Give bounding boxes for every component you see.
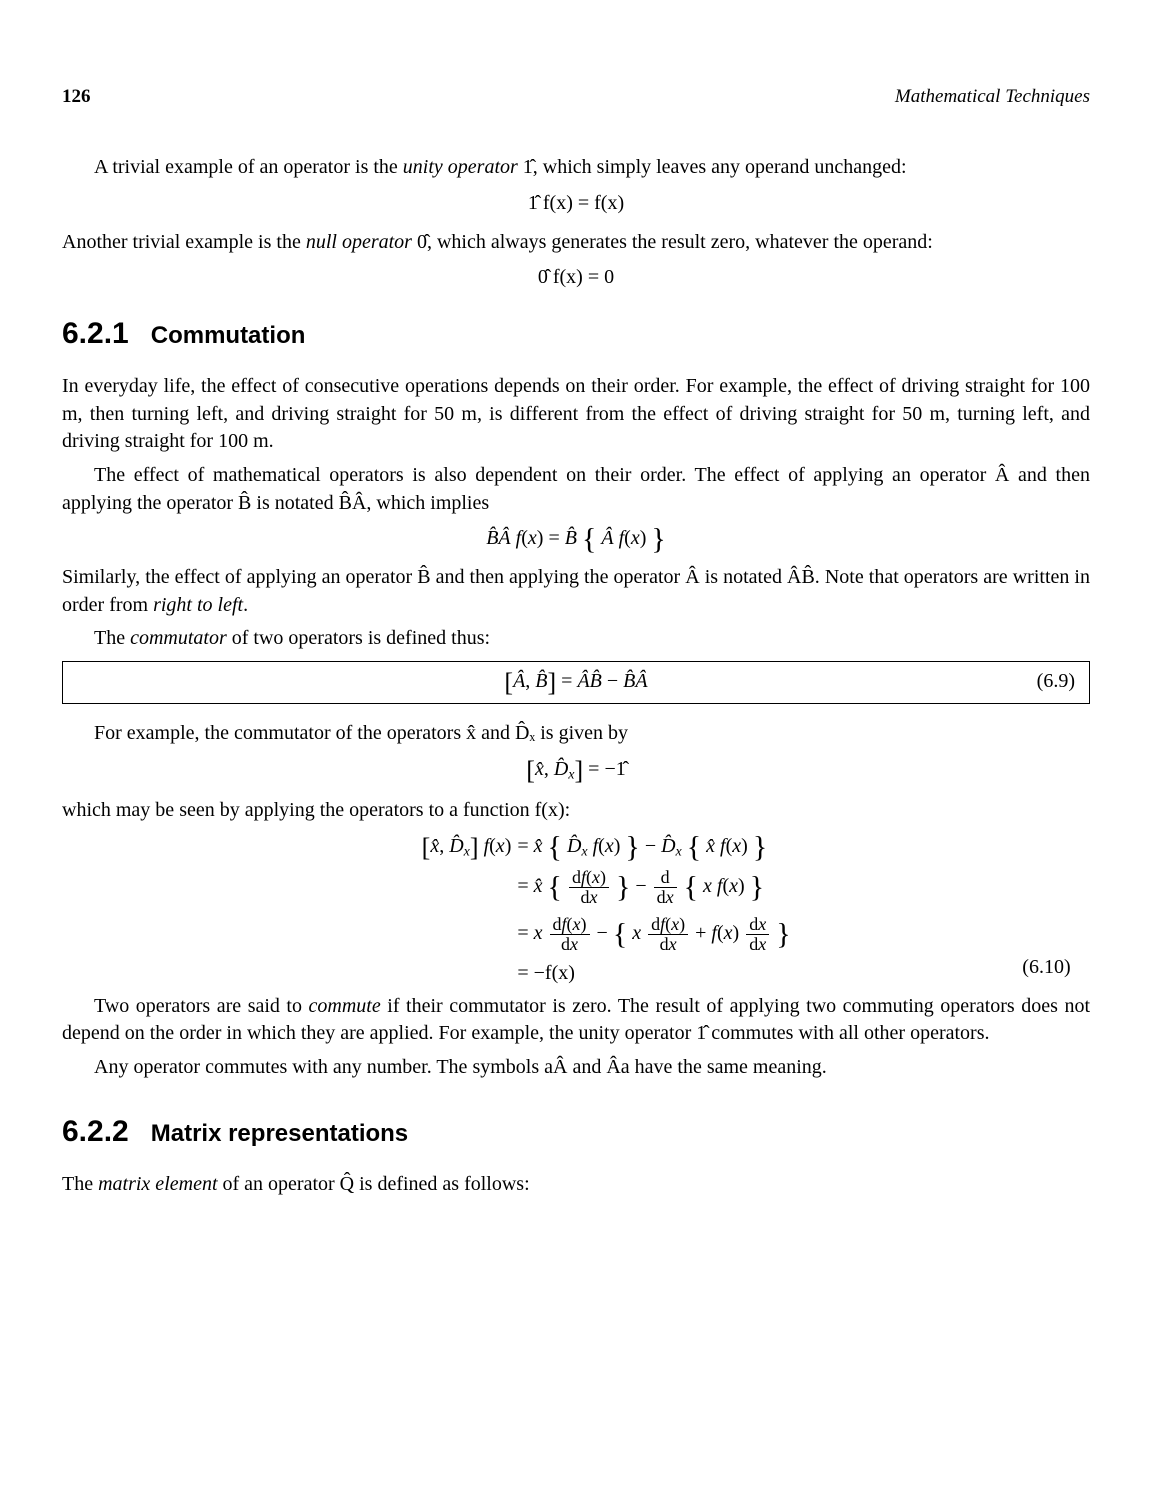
- text: The: [94, 627, 130, 649]
- derivation-row-4: = −f(x): [361, 962, 790, 985]
- para-commute-number: Any operator commutes with any number. T…: [62, 1054, 1090, 1082]
- section-6-2-2-head: 6.2.2 Matrix representations: [62, 1115, 1090, 1149]
- para-everyday: In everyday life, the effect of consecut…: [62, 373, 1090, 456]
- text: The: [62, 1173, 98, 1195]
- para-which-may-be-seen: which may be seen by applying the operat…: [62, 797, 1090, 825]
- page: 126 Mathematical Techniques A trivial ex…: [0, 0, 1152, 1500]
- text: 1̂, which simply leaves any operand unch…: [518, 156, 907, 178]
- text: Another trivial example is the: [62, 231, 306, 253]
- text: .: [243, 594, 248, 616]
- equation-6-9: [Â, B̂] = ÂB̂ − B̂Â: [504, 670, 647, 693]
- equation-ba: B̂Â f(x) = B̂ { Â f(x) }: [62, 527, 1090, 550]
- term-matrix-element: matrix element: [98, 1173, 217, 1195]
- section-number: 6.2.2: [62, 1115, 129, 1149]
- para-unity-intro: A trivial example of an operator is the …: [62, 154, 1090, 182]
- equation-number-6-10: (6.10): [1022, 956, 1070, 979]
- section-6-2-1-head: 6.2.1 Commutation: [62, 317, 1090, 351]
- para-example-comm: For example, the commutator of the opera…: [62, 720, 1090, 748]
- para-operator-order: The effect of mathematical operators is …: [62, 462, 1090, 517]
- text: of an operator Q̂ is defined as follows:: [218, 1173, 530, 1195]
- equation-null: 0̂ f(x) = 0: [62, 266, 1090, 289]
- derivation-row-1: [x̂, D̂x] f(x) = x̂ { D̂x f(x) } − D̂x {…: [361, 835, 790, 861]
- text: Two operators are said to: [94, 995, 309, 1017]
- running-head: 126 Mathematical Techniques: [62, 86, 1090, 108]
- equation-6-9-box: [Â, B̂] = ÂB̂ − B̂Â (6.9): [62, 661, 1090, 704]
- term-right-to-left: right to left: [153, 594, 243, 616]
- text: of two operators is defined thus:: [227, 627, 490, 649]
- section-number: 6.2.1: [62, 317, 129, 351]
- equation-xD-comm: [x̂, D̂x] = −1̂: [62, 758, 1090, 784]
- page-number: 126: [62, 86, 91, 108]
- equation-unity: 1̂ f(x) = f(x): [62, 192, 1090, 215]
- equation-number-6-9: (6.9): [1037, 670, 1075, 693]
- running-title: Mathematical Techniques: [895, 86, 1090, 108]
- derivation-6-10: [x̂, D̂x] f(x) = x̂ { D̂x f(x) } − D̂x {…: [361, 835, 790, 985]
- term-commute: commute: [309, 995, 381, 1017]
- derivation-row-2: = x̂ { df(x)dx } − ddx { x f(x) }: [361, 868, 790, 907]
- text: 0̂, which always generates the result ze…: [412, 231, 933, 253]
- section-title: Commutation: [151, 322, 306, 350]
- term-unity-operator: unity operator: [403, 156, 518, 178]
- para-commute-def: Two operators are said to commute if the…: [62, 993, 1090, 1048]
- term-null-operator: null operator: [306, 231, 412, 253]
- text: A trivial example of an operator is the: [94, 156, 403, 178]
- section-title: Matrix representations: [151, 1120, 408, 1148]
- derivation-row-3: = x df(x)dx − { x df(x)dx + f(x) dxdx }: [361, 915, 790, 954]
- term-commutator: commutator: [130, 627, 227, 649]
- para-commutator-def: The commutator of two operators is defin…: [62, 625, 1090, 653]
- para-matrix-element: The matrix element of an operator Q̂ is …: [62, 1171, 1090, 1199]
- para-similarly: Similarly, the effect of applying an ope…: [62, 564, 1090, 619]
- para-null-intro: Another trivial example is the null oper…: [62, 229, 1090, 257]
